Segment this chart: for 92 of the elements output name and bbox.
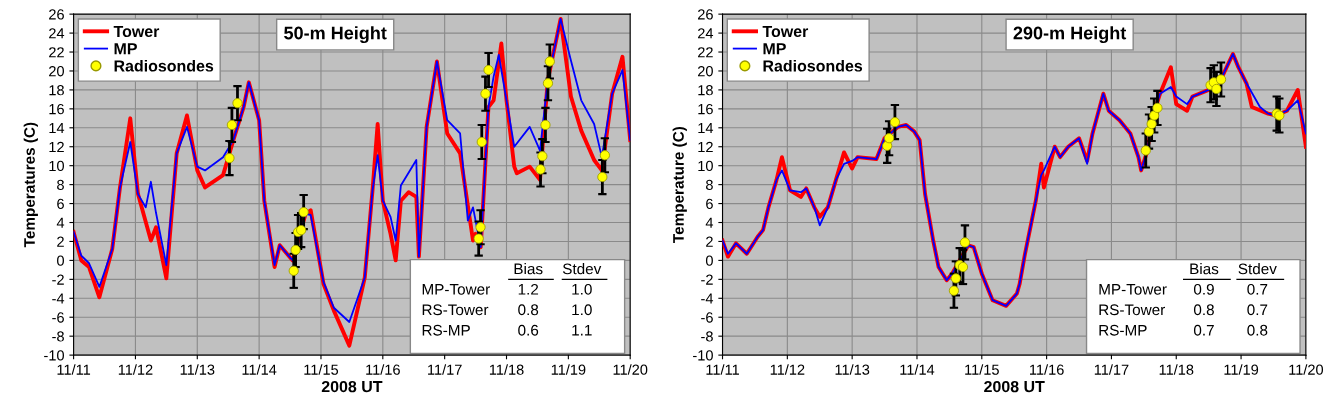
annotation: MP-Tower — [422, 284, 490, 295]
annotation: 1.2 — [518, 283, 539, 295]
annotation: RS-MP — [422, 324, 470, 336]
x-axis-title: 2008 UT — [321, 380, 383, 393]
annotation: 0.7 — [1247, 304, 1268, 316]
y-tick-label: 14 — [698, 123, 714, 134]
y-tick-label: 8 — [57, 179, 64, 191]
x-tick-label: 11/16 — [1030, 364, 1064, 375]
y-tick-label: -6 — [52, 312, 64, 323]
x-tick-label: 11/12 — [770, 364, 805, 375]
y-tick-label: 12 — [698, 141, 713, 153]
y-tick-label: 12 — [49, 141, 64, 153]
y-tick-label: 14 — [49, 123, 65, 134]
annotation: RS-Tower — [422, 304, 489, 316]
x-tick-label: 11/11 — [57, 364, 91, 375]
annotation: Bias — [514, 263, 543, 275]
x-tick-label: 11/20 — [1289, 364, 1324, 375]
annotation: 0.7 — [1247, 283, 1268, 295]
x-tick-label: 11/14 — [242, 364, 277, 375]
annotation: 0.6 — [518, 324, 539, 336]
y-tick-label: 26 — [49, 9, 64, 20]
annotation: MP-Tower — [1099, 284, 1167, 295]
x-tick-label: 11/18 — [1159, 364, 1194, 375]
x-tick-label: 11/19 — [1224, 364, 1259, 375]
annotation: RS-MP — [1099, 324, 1147, 336]
x-tick-label: 11/20 — [613, 364, 648, 375]
legend-label: Radiosondes — [114, 59, 214, 72]
x-tick-label: 11/14 — [900, 364, 935, 375]
annotation: 0.7 — [1193, 324, 1214, 336]
annotation: RS-Tower — [1099, 304, 1166, 316]
y-tick-label: 8 — [706, 179, 713, 191]
x-tick-label: 11/16 — [366, 364, 400, 375]
x-tick-label: 11/17 — [1094, 364, 1129, 375]
y-tick-label: -4 — [52, 293, 65, 304]
x-tick-label: 11/19 — [551, 364, 586, 375]
annotation: Stdev — [562, 263, 602, 275]
y-tick-label: -8 — [701, 331, 713, 342]
y-tick-label: 4 — [705, 217, 714, 228]
annotation: 1.0 — [572, 304, 592, 316]
y-tick-label: -10 — [44, 350, 64, 361]
annotation: 1.0 — [572, 283, 592, 295]
legend-label: Tower — [113, 25, 160, 38]
y-tick-label: 24 — [49, 28, 65, 39]
y-tick-label: 2 — [57, 236, 64, 247]
annotation: Stdev — [1238, 263, 1277, 275]
annotation: 0.9 — [1193, 283, 1214, 295]
y-tick-label: 22 — [49, 47, 64, 58]
x-tick-label: 11/11 — [706, 364, 739, 375]
y-tick-label: -4 — [701, 293, 714, 304]
y-tick-label: 4 — [56, 217, 65, 228]
x-tick-label: 11/13 — [180, 364, 215, 375]
y-axis-title: Temperatures (C) — [23, 122, 38, 248]
legend-label: MP — [114, 43, 137, 55]
y-tick-label: 18 — [698, 85, 713, 96]
annotation: 0.8 — [518, 304, 539, 316]
annotation: 0.8 — [1247, 324, 1268, 336]
y-tick-label: 6 — [57, 198, 64, 209]
y-tick-label: -8 — [52, 331, 64, 342]
y-tick-label: 20 — [49, 66, 64, 77]
y-tick-label: 6 — [706, 198, 713, 209]
y-axis-title: Temperature (C) — [672, 126, 687, 243]
y-tick-label: 0 — [705, 255, 713, 266]
text: 50-m Height — [284, 26, 387, 44]
legend-label: MP — [763, 43, 786, 55]
y-tick-label: 2 — [706, 236, 713, 247]
legend-label: Tower — [762, 25, 809, 38]
y-tick-label: 20 — [698, 66, 713, 77]
y-tick-label: 22 — [698, 47, 713, 58]
x-axis-title: 2008 UT — [984, 380, 1045, 393]
x-tick-label: 11/12 — [118, 364, 153, 375]
y-tick-label: -6 — [701, 312, 713, 323]
annotation: 1.1 — [572, 324, 592, 336]
x-tick-label: 11/17 — [428, 364, 462, 375]
y-tick-label: -2 — [701, 274, 713, 285]
y-tick-label: 18 — [49, 85, 64, 96]
x-tick-label: 11/18 — [489, 364, 524, 375]
y-tick-label: 16 — [49, 103, 64, 115]
x-tick-label: 11/15 — [304, 364, 339, 375]
annotation: 0.8 — [1193, 304, 1214, 316]
y-tick-label: 24 — [698, 28, 714, 39]
x-tick-label: 11/15 — [965, 364, 999, 375]
y-tick-label: -10 — [693, 350, 713, 361]
y-tick-label: 10 — [698, 160, 713, 172]
y-tick-label: -2 — [52, 274, 64, 285]
y-tick-label: 26 — [698, 9, 713, 20]
annotation: Bias — [1190, 263, 1219, 275]
x-tick-label: 11/13 — [835, 364, 870, 375]
legend-label: Radiosondes — [763, 59, 863, 72]
y-tick-label: 16 — [698, 103, 713, 115]
text: 290-m Height — [1013, 26, 1127, 44]
y-tick-label: 0 — [57, 255, 64, 266]
y-tick-label: 10 — [49, 160, 64, 172]
